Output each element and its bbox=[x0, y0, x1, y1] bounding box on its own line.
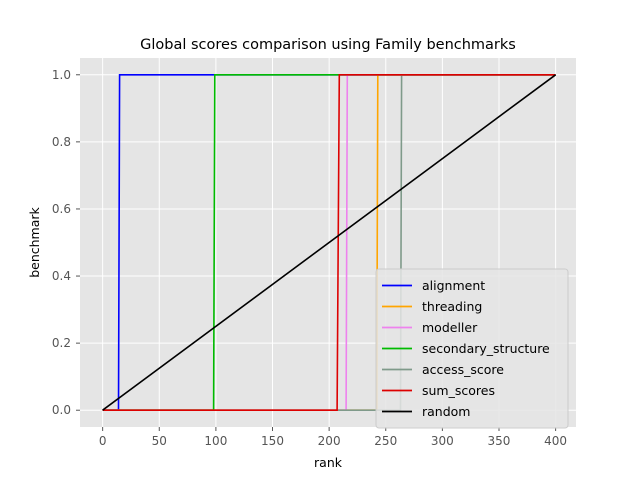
legend-label-modeller: modeller bbox=[422, 320, 478, 335]
legend-label-alignment: alignment bbox=[422, 278, 485, 293]
axis-ticks: 0 50 100 150 200 250 300 350 400 0.0 0.2 0.4 0.6 0.8 1… bbox=[52, 68, 567, 448]
x-tick-label: 250 bbox=[374, 434, 397, 448]
y-tick-label: 0.8 bbox=[52, 135, 71, 149]
y-tick-label: 0.4 bbox=[52, 269, 71, 283]
legend-label-threading: threading bbox=[422, 299, 482, 314]
chart-title: Global scores comparison using Family be… bbox=[140, 37, 516, 53]
x-tick-label: 200 bbox=[318, 434, 341, 448]
x-tick-label: 0 bbox=[99, 434, 107, 448]
x-tick-label: 350 bbox=[488, 434, 511, 448]
x-tick-label: 50 bbox=[152, 434, 167, 448]
legend-label-random: random bbox=[422, 404, 470, 419]
series-line-random bbox=[102, 74, 557, 411]
legend-label-sum-scores: sum_scores bbox=[422, 383, 495, 398]
y-tick-label: 1.0 bbox=[52, 68, 71, 82]
x-axis-label: rank bbox=[314, 455, 343, 470]
y-tick-label: 0.6 bbox=[52, 202, 71, 216]
x-tick-label: 150 bbox=[261, 434, 284, 448]
series-line-sum-scores bbox=[102, 74, 556, 412]
legend-box bbox=[375, 268, 569, 429]
legend-label-secondary-structure: secondary_structure bbox=[422, 341, 550, 356]
y-tick-label: 0.0 bbox=[52, 403, 71, 417]
x-tick-label: 400 bbox=[544, 434, 567, 448]
y-tick-label: 0.2 bbox=[52, 336, 71, 350]
x-tick-label: 300 bbox=[431, 434, 454, 448]
legend-label-access-score: access_score bbox=[422, 362, 504, 377]
legend: alignment threading modeller secondary_stru… bbox=[375, 268, 569, 429]
series-layer bbox=[102, 74, 557, 412]
x-tick-label: 100 bbox=[204, 434, 227, 448]
y-axis-label: benchmark bbox=[27, 206, 42, 277]
